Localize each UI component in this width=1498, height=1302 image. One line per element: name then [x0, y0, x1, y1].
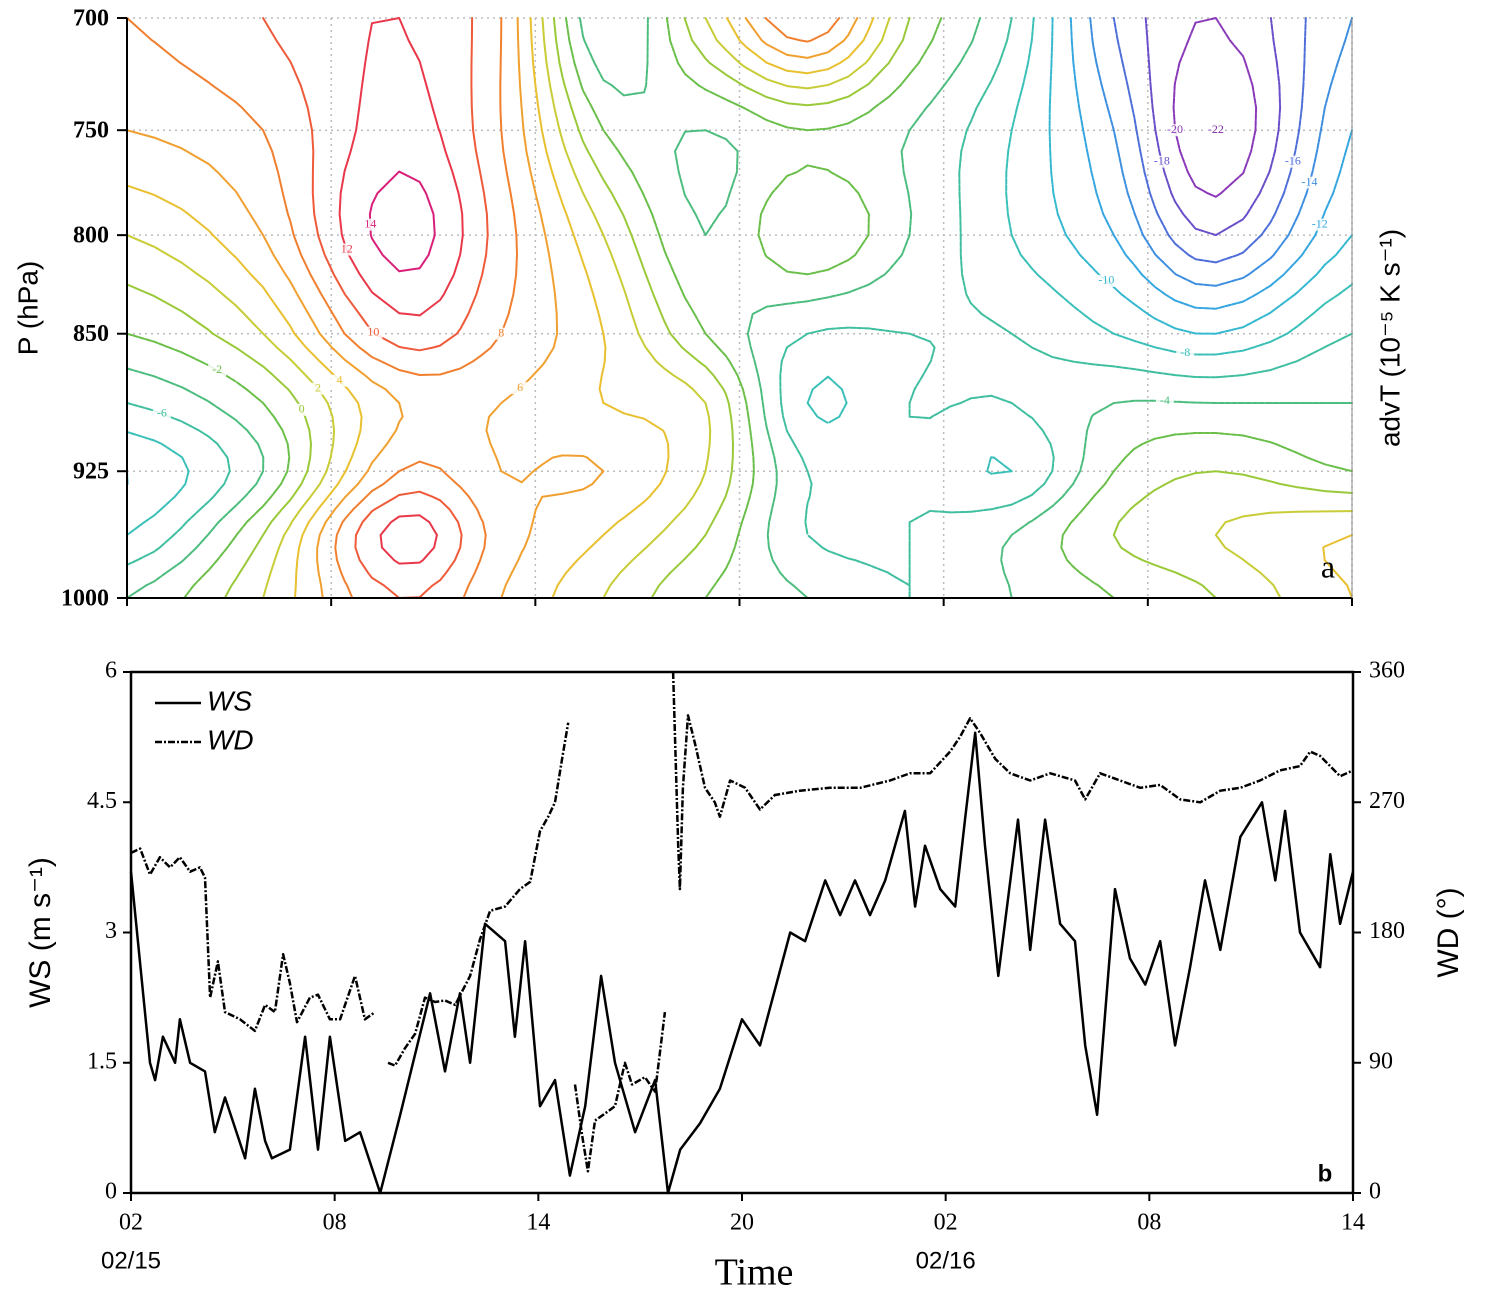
- y2-tick-label: 270: [1369, 788, 1405, 814]
- x-tick-label: 08: [323, 1210, 347, 1236]
- contour-line: [126, 17, 841, 599]
- x-tick-label: 08: [1137, 1210, 1161, 1236]
- x-tick-label: 14: [526, 1210, 550, 1236]
- y-tick-label: 4.5: [87, 788, 117, 814]
- y-axis-label: WS (m s⁻¹): [24, 857, 57, 1008]
- contour-line: [126, 17, 1353, 536]
- contour-label-bg: [1166, 124, 1185, 137]
- contour-label: -6: [157, 405, 167, 419]
- y2-tick-label: 0: [1369, 1179, 1381, 1205]
- contour-label-bg: [1155, 395, 1174, 408]
- legend-label: WS: [207, 685, 252, 716]
- y-tick-label: 0: [105, 1179, 117, 1205]
- contour-label: 6: [517, 380, 523, 394]
- contour-line: [126, 17, 1353, 599]
- contour-label-bg: [361, 218, 380, 231]
- y-tick-label: 1000: [61, 586, 109, 612]
- panel-label: b: [1318, 1160, 1333, 1187]
- y2-tick-label: 360: [1369, 658, 1405, 684]
- y2-tick-label: 90: [1369, 1048, 1393, 1074]
- contour-line: [126, 17, 1353, 486]
- contour-label: -16: [1285, 153, 1301, 167]
- contour-line: [126, 17, 1353, 599]
- contours: [126, 17, 1353, 599]
- contour-label: 8: [498, 325, 504, 339]
- contour-label-bg: [1206, 124, 1225, 137]
- z-label: advT (10⁻⁵ K s⁻¹): [1374, 229, 1405, 447]
- y-tick-label: 925: [73, 459, 109, 485]
- contour-label-bg: [309, 382, 328, 395]
- y-tick-label: 6: [105, 658, 117, 684]
- contour-label-bg: [330, 374, 349, 387]
- contour-line: [262, 17, 489, 599]
- contour-line: [1144, 17, 1282, 237]
- x-tick-label: 02: [934, 1210, 958, 1236]
- contour-label-bg: [1310, 218, 1329, 231]
- contour-label-bg: [1300, 176, 1319, 189]
- contour-line: [126, 17, 1353, 599]
- contour-label: -20: [1167, 122, 1183, 136]
- contour-label-bg: [492, 327, 511, 340]
- contour-line: [1069, 17, 1353, 310]
- y-tick-label: 850: [73, 321, 109, 347]
- contour-line: [126, 17, 1353, 599]
- y-tick-label: 1.5: [87, 1048, 117, 1074]
- contour-label: -22: [1208, 122, 1224, 136]
- contour-label: -14: [1301, 174, 1317, 188]
- y-tick-label: 750: [73, 118, 109, 144]
- series-line: [129, 731, 1355, 1195]
- contour-label-bg: [1283, 155, 1302, 168]
- contour-label: 14: [364, 216, 376, 230]
- contour-label: 10: [367, 324, 379, 338]
- contour-line: [338, 17, 464, 565]
- x-tick-label: 20: [730, 1210, 754, 1236]
- contour-label: 0: [299, 402, 305, 416]
- date-label: 02/15: [101, 1247, 161, 1274]
- contour-line: [1112, 17, 1307, 264]
- y2-tick-label: 180: [1369, 918, 1405, 944]
- contour-label-bg: [337, 243, 356, 256]
- contour-line: [1172, 17, 1258, 198]
- contour-label: -18: [1154, 153, 1170, 167]
- x-axis-label: Time: [715, 1252, 794, 1294]
- contour-label-bg: [1152, 155, 1171, 168]
- contour-label: 4: [337, 373, 343, 387]
- y-tick-label: 3: [105, 918, 117, 944]
- contour-line: [1089, 17, 1353, 287]
- y2-axis-label: WD (°): [1432, 887, 1465, 977]
- contour-label-bg: [152, 407, 171, 420]
- contour-label-bg: [208, 364, 227, 377]
- contour-label-bg: [1097, 274, 1116, 287]
- contour-label-bg: [364, 326, 383, 339]
- y-axis-label: P (hPa): [12, 261, 43, 355]
- date-label: 02/16: [916, 1247, 976, 1274]
- y-tick-label: 700: [73, 6, 109, 32]
- series-line: [130, 671, 1354, 1173]
- contour-label: 2: [315, 380, 321, 394]
- contour-line: [126, 17, 859, 599]
- contour-label-bg: [292, 403, 311, 416]
- x-tick-label: 02: [119, 1210, 143, 1236]
- y-tick-label: 800: [73, 223, 109, 249]
- legend-label: WD: [207, 724, 254, 755]
- x-tick-label: 14: [1341, 1210, 1365, 1236]
- contour-label: -2: [212, 362, 222, 376]
- contour-label-bg: [1176, 347, 1195, 360]
- contour-line: [126, 17, 1353, 599]
- contour-label: -4: [1160, 393, 1170, 407]
- contour-label-bg: [511, 382, 530, 395]
- panel-label: a: [1321, 548, 1335, 584]
- contour-label: -8: [1180, 345, 1190, 359]
- contour-label: -12: [1312, 216, 1328, 230]
- contour-label: 12: [341, 241, 353, 255]
- contour-label: -10: [1098, 273, 1114, 287]
